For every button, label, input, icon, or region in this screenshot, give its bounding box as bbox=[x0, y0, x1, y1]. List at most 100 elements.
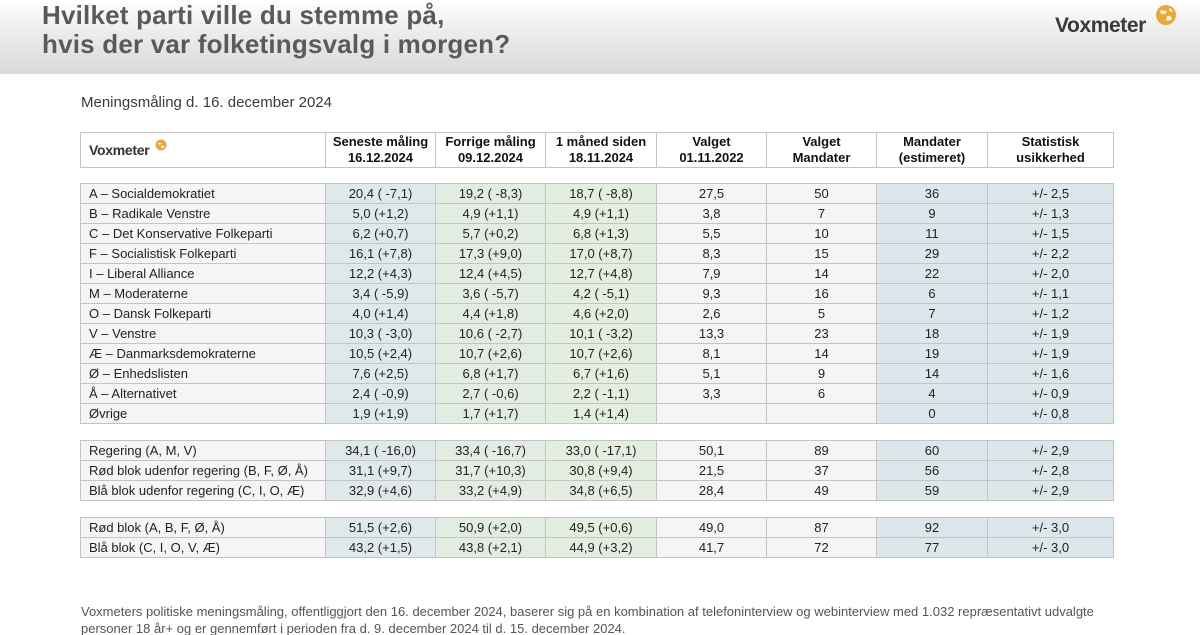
month-ago-value-cell: 49,5 (+0,6) bbox=[545, 517, 657, 538]
election-seats-cell: 7 bbox=[766, 203, 877, 224]
previous-value-cell: 12,4 (+4,5) bbox=[435, 263, 546, 284]
latest-value-cell: 10,5 (+2,4) bbox=[325, 343, 436, 364]
party-name-cell: F – Socialistisk Folkeparti bbox=[80, 243, 326, 264]
election-value-cell: 27,5 bbox=[656, 183, 767, 204]
previous-value-cell: 4,4 (+1,8) bbox=[435, 303, 546, 324]
party-name-cell: O – Dansk Folkeparti bbox=[80, 303, 326, 324]
election-value-cell: 41,7 bbox=[656, 537, 767, 558]
election-value-cell: 5,1 bbox=[656, 363, 767, 384]
month-ago-value-cell: 17,0 (+8,7) bbox=[545, 243, 657, 264]
estimated-seats-cell: 11 bbox=[876, 223, 988, 244]
previous-value-cell: 50,9 (+2,0) bbox=[435, 517, 546, 538]
estimated-seats-cell: 60 bbox=[876, 440, 988, 461]
election-value-cell: 21,5 bbox=[656, 460, 767, 481]
uncertainty-cell: +/- 1,3 bbox=[987, 203, 1114, 224]
uncertainty-cell: +/- 1,9 bbox=[987, 343, 1114, 364]
election-seats-cell: 5 bbox=[766, 303, 877, 324]
election-value-cell: 8,3 bbox=[656, 243, 767, 264]
election-value-cell bbox=[656, 403, 767, 424]
election-seats-cell bbox=[766, 403, 877, 424]
previous-value-cell: 19,2 ( -8,3) bbox=[435, 183, 546, 204]
election-value-cell: 50,1 bbox=[656, 440, 767, 461]
estimated-seats-cell: 0 bbox=[876, 403, 988, 424]
election-seats-cell: 37 bbox=[766, 460, 877, 481]
bloc-row: Rød blok (A, B, F, Ø, Å) 51,5 (+2,6) 50,9 … bbox=[80, 517, 1114, 538]
estimated-seats-cell: 56 bbox=[876, 460, 988, 481]
column-header-month-ago: 1 måned siden 18.11.2024 bbox=[545, 132, 657, 168]
column-header-latest: Seneste måling 16.12.2024 bbox=[325, 132, 436, 168]
party-name-cell: I – Liberal Alliance bbox=[80, 263, 326, 284]
election-seats-cell: 10 bbox=[766, 223, 877, 244]
latest-value-cell: 7,6 (+2,5) bbox=[325, 363, 436, 384]
month-ago-value-cell: 10,1 ( -3,2) bbox=[545, 323, 657, 344]
month-ago-value-cell: 33,0 ( -17,1) bbox=[545, 440, 657, 461]
latest-value-cell: 3,4 ( -5,9) bbox=[325, 283, 436, 304]
latest-value-cell: 2,4 ( -0,9) bbox=[325, 383, 436, 404]
election-value-cell: 2,6 bbox=[656, 303, 767, 324]
party-name-cell: Øvrige bbox=[80, 403, 326, 424]
table-spacer bbox=[80, 167, 1114, 184]
uncertainty-cell: +/- 3,0 bbox=[987, 517, 1114, 538]
election-seats-cell: 23 bbox=[766, 323, 877, 344]
latest-value-cell: 4,0 (+1,4) bbox=[325, 303, 436, 324]
party-row: Å – Alternativet 2,4 ( -0,9) 2,7 ( -0,6) 2,… bbox=[80, 383, 1114, 404]
previous-value-cell: 17,3 (+9,0) bbox=[435, 243, 546, 264]
estimated-seats-cell: 18 bbox=[876, 323, 988, 344]
latest-value-cell: 32,9 (+4,6) bbox=[325, 480, 436, 501]
month-ago-value-cell: 4,9 (+1,1) bbox=[545, 203, 657, 224]
previous-value-cell: 10,7 (+2,6) bbox=[435, 343, 546, 364]
group-row: Blå blok udenfor regering (C, I, O, Æ) 32… bbox=[80, 480, 1114, 501]
previous-value-cell: 10,6 ( -2,7) bbox=[435, 323, 546, 344]
latest-value-cell: 20,4 ( -7,1) bbox=[325, 183, 436, 204]
election-seats-cell: 50 bbox=[766, 183, 877, 204]
uncertainty-cell: +/- 2,5 bbox=[987, 183, 1114, 204]
party-row: A – Socialdemokratiet 20,4 ( -7,1) 19,2 ( … bbox=[80, 183, 1114, 204]
estimated-seats-cell: 4 bbox=[876, 383, 988, 404]
month-ago-value-cell: 4,6 (+2,0) bbox=[545, 303, 657, 324]
latest-value-cell: 43,2 (+1,5) bbox=[325, 537, 436, 558]
table-brand-cell: Voxmeter bbox=[80, 132, 326, 168]
estimated-seats-cell: 92 bbox=[876, 517, 988, 538]
month-ago-value-cell: 4,2 ( -5,1) bbox=[545, 283, 657, 304]
table-header-row: Voxmeter Seneste måling 16.12.2024 Forrig… bbox=[80, 132, 1114, 168]
estimated-seats-cell: 77 bbox=[876, 537, 988, 558]
month-ago-value-cell: 10,7 (+2,6) bbox=[545, 343, 657, 364]
latest-value-cell: 1,9 (+1,9) bbox=[325, 403, 436, 424]
table-spacer bbox=[80, 423, 1114, 441]
election-seats-cell: 14 bbox=[766, 263, 877, 284]
party-row: Øvrige 1,9 (+1,9) 1,7 (+1,7) 1,4 (+1,4) 0 +/-… bbox=[80, 403, 1114, 424]
party-row: Ø – Enhedslisten 7,6 (+2,5) 6,8 (+1,7) 6,7 … bbox=[80, 363, 1114, 384]
election-value-cell: 9,3 bbox=[656, 283, 767, 304]
party-name-cell: Regering (A, M, V) bbox=[80, 440, 326, 461]
column-header-election-seats: Valget Mandater bbox=[766, 132, 877, 168]
latest-value-cell: 10,3 ( -3,0) bbox=[325, 323, 436, 344]
election-seats-cell: 49 bbox=[766, 480, 877, 501]
election-seats-cell: 16 bbox=[766, 283, 877, 304]
election-value-cell: 8,1 bbox=[656, 343, 767, 364]
estimated-seats-cell: 59 bbox=[876, 480, 988, 501]
election-value-cell: 7,9 bbox=[656, 263, 767, 284]
election-seats-cell: 14 bbox=[766, 343, 877, 364]
previous-value-cell: 33,4 ( -16,7) bbox=[435, 440, 546, 461]
party-row: O – Dansk Folkeparti 4,0 (+1,4) 4,4 (+1,8)… bbox=[80, 303, 1114, 324]
uncertainty-cell: +/- 1,6 bbox=[987, 363, 1114, 384]
uncertainty-cell: +/- 1,1 bbox=[987, 283, 1114, 304]
month-ago-value-cell: 6,8 (+1,3) bbox=[545, 223, 657, 244]
page-title: Hvilket parti ville du stemme på, hvis d… bbox=[42, 1, 742, 59]
estimated-seats-cell: 36 bbox=[876, 183, 988, 204]
previous-value-cell: 4,9 (+1,1) bbox=[435, 203, 546, 224]
column-header-uncertainty: Statistisk usikkerhed bbox=[987, 132, 1114, 168]
election-seats-cell: 87 bbox=[766, 517, 877, 538]
party-name-cell: Blå blok udenfor regering (C, I, O, Æ) bbox=[80, 480, 326, 501]
poll-date-subtitle: Meningsmåling d. 16. december 2024 bbox=[81, 94, 332, 111]
month-ago-value-cell: 30,8 (+9,4) bbox=[545, 460, 657, 481]
previous-value-cell: 6,8 (+1,7) bbox=[435, 363, 546, 384]
party-name-cell: Blå blok (C, I, O, V, Æ) bbox=[80, 537, 326, 558]
uncertainty-cell: +/- 0,9 bbox=[987, 383, 1114, 404]
uncertainty-cell: +/- 2,8 bbox=[987, 460, 1114, 481]
estimated-seats-cell: 7 bbox=[876, 303, 988, 324]
table-spacer bbox=[80, 500, 1114, 518]
party-name-cell: C – Det Konservative Folkeparti bbox=[80, 223, 326, 244]
globe-icon bbox=[155, 139, 167, 151]
party-name-cell: Rød blok udenfor regering (B, F, Ø, Å) bbox=[80, 460, 326, 481]
